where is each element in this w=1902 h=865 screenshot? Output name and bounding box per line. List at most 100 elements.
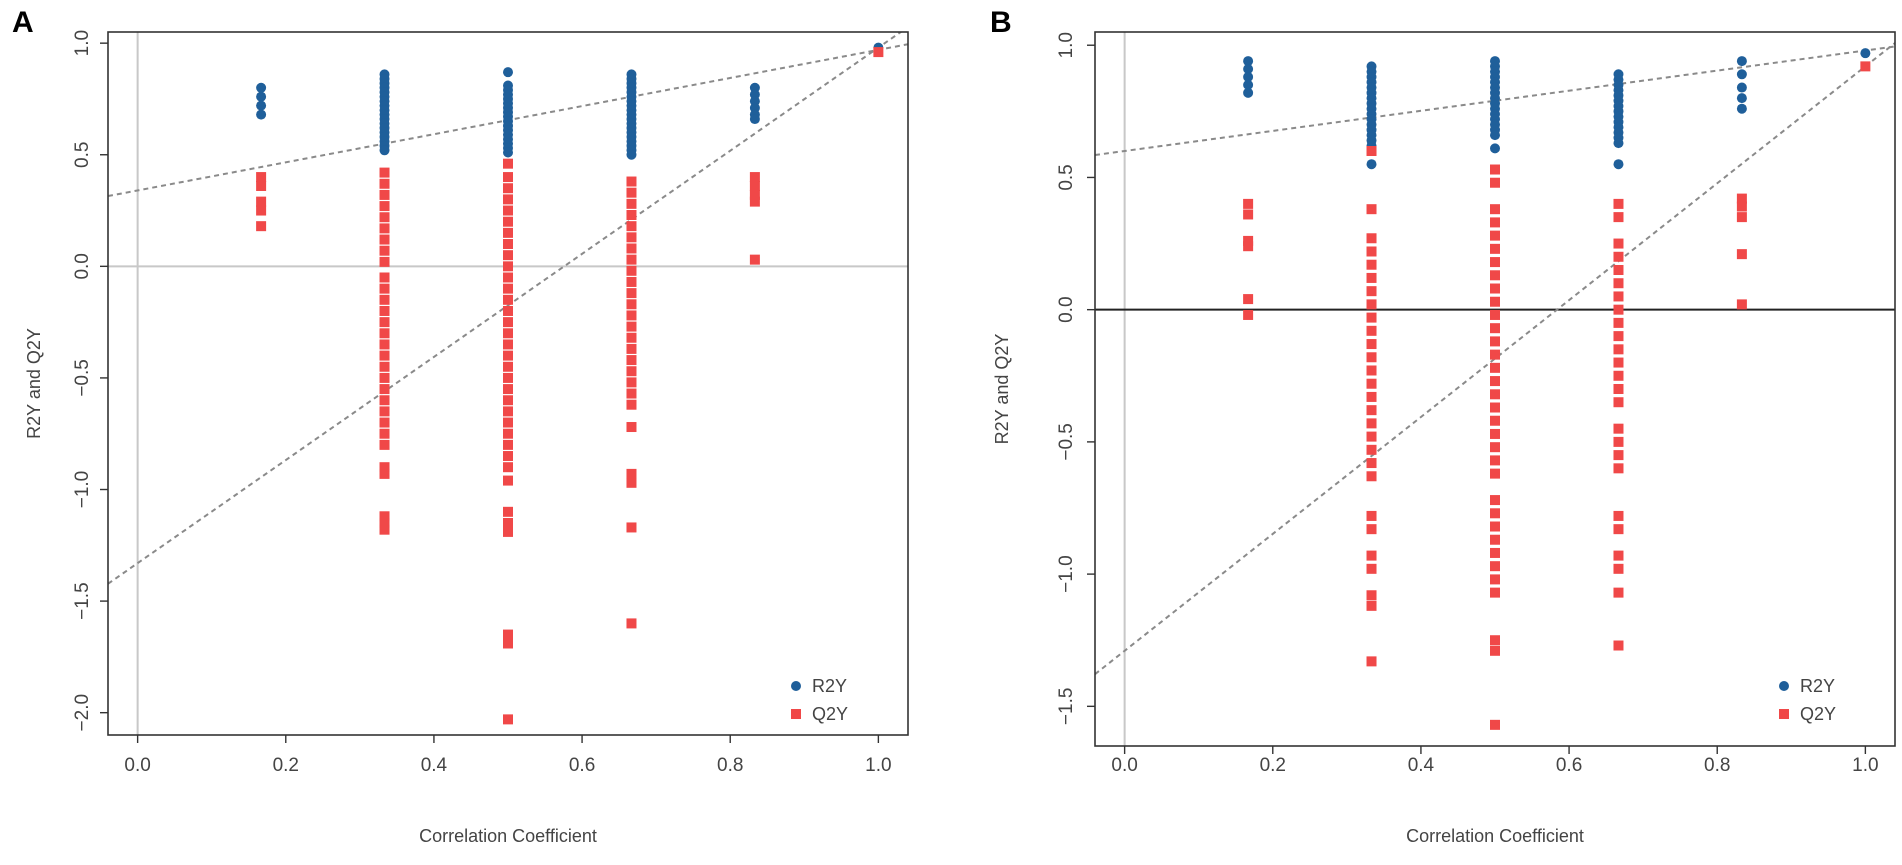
q2y-point xyxy=(1366,204,1377,215)
q2y-point xyxy=(626,377,637,388)
q2y-point xyxy=(626,243,637,254)
q2y-point xyxy=(626,343,637,354)
q2y-point xyxy=(503,205,513,216)
q2y-point xyxy=(1490,402,1500,413)
q2y-point xyxy=(626,265,637,276)
q2y-point xyxy=(379,361,390,372)
q2y-point xyxy=(503,158,513,169)
q2y-point xyxy=(379,395,390,406)
q2y-point xyxy=(379,167,390,178)
y-tick-label: 0.0 xyxy=(1056,296,1077,322)
q2y-point xyxy=(503,384,513,395)
r2y-point xyxy=(1366,159,1377,170)
q2y-point xyxy=(626,399,637,410)
q2y-point xyxy=(1613,384,1624,394)
q2y-point xyxy=(256,196,267,207)
r2y-point xyxy=(1736,56,1747,67)
x-tick-label: 0.6 xyxy=(1556,755,1582,776)
q2y-point xyxy=(503,361,513,372)
x-tick-label: 0.4 xyxy=(421,755,448,776)
q2y-point xyxy=(1490,521,1500,532)
r2y-series xyxy=(1243,48,1871,170)
x-tick-label: 1.0 xyxy=(865,755,891,776)
q2y-point xyxy=(1613,587,1624,598)
q2y-point xyxy=(1613,550,1624,561)
r2y-point xyxy=(1243,71,1254,82)
q2y-point xyxy=(503,317,513,328)
q2y-point xyxy=(1366,600,1377,611)
q2y-point xyxy=(873,47,884,58)
q2y-point xyxy=(626,299,637,310)
q2y-point xyxy=(749,180,760,191)
q2y-point xyxy=(1613,291,1624,302)
q2y-point xyxy=(503,216,513,227)
r2y-point xyxy=(1736,69,1747,80)
q2y-point xyxy=(1366,550,1377,561)
q2y-point xyxy=(1366,444,1377,455)
x-tick-label: 1.0 xyxy=(1852,755,1878,776)
q2y-point xyxy=(379,511,390,522)
q2y-point xyxy=(503,328,513,339)
q2y-point xyxy=(256,221,267,232)
q2y-point xyxy=(1613,278,1624,289)
q2y-point xyxy=(503,372,513,383)
x-tick-label: 0.8 xyxy=(1704,755,1730,776)
plot-frame xyxy=(1094,31,1896,747)
q2y-point xyxy=(1613,344,1624,355)
r2y-point xyxy=(1736,82,1747,93)
y-tick-label: 0.5 xyxy=(72,142,93,168)
q2y-point xyxy=(379,372,390,383)
q2y-point xyxy=(626,221,637,232)
q2y-point xyxy=(1490,257,1500,268)
q2y-point xyxy=(1613,563,1624,574)
q2y-point xyxy=(1490,587,1500,598)
q2y-point xyxy=(1613,397,1624,408)
legend-marker-q2y xyxy=(1779,709,1789,719)
legend-marker-r2y xyxy=(1779,681,1789,691)
q2y-point xyxy=(503,428,513,439)
q2y-point xyxy=(1490,508,1500,519)
q2y-point xyxy=(503,417,513,428)
q2y-point xyxy=(1613,238,1624,249)
plot-frame xyxy=(107,31,909,736)
x-tick-label: 0.2 xyxy=(273,755,299,776)
q2y-point xyxy=(1490,336,1500,347)
r2y-point xyxy=(1613,138,1624,149)
q2y-point xyxy=(503,638,513,649)
q2y-point xyxy=(626,288,637,299)
q2y-point xyxy=(379,178,390,189)
q2y-point xyxy=(1243,235,1254,246)
q2y-point xyxy=(1490,468,1500,479)
q2y-point xyxy=(256,180,267,191)
legend-label-r2y: R2Y xyxy=(1800,676,1835,696)
q2y-point xyxy=(1736,299,1747,310)
x-tick-label: 0.0 xyxy=(1111,755,1137,776)
q2y-point xyxy=(1366,339,1377,350)
q2y-point xyxy=(1613,370,1624,381)
q2y-point xyxy=(1243,198,1254,209)
q2y-point xyxy=(1613,331,1624,342)
q2y-point xyxy=(1366,272,1377,283)
plot-area xyxy=(1095,42,1895,730)
q2y-point xyxy=(1490,428,1500,439)
q2y-point xyxy=(379,339,390,350)
q2y-point xyxy=(379,317,390,328)
y-tick-label: 0.5 xyxy=(1056,164,1077,190)
chart-panel-a: A 0.0 0.2 0.4 0.6 0.8 1.0 1.0 0.5 0.0 −0.5 −1.0 −1.5… xyxy=(12,6,909,846)
q2y-point xyxy=(626,187,637,198)
q2y-point xyxy=(1490,495,1500,506)
q2y-point xyxy=(1490,323,1500,334)
q2y-point xyxy=(1736,212,1747,223)
q2y-point xyxy=(503,283,513,294)
q2y-point xyxy=(1366,405,1377,416)
q2y-point xyxy=(503,475,513,486)
y-tick-label: −1.5 xyxy=(1056,688,1077,726)
q2y-point xyxy=(1613,510,1624,521)
y-tick-label: −1.0 xyxy=(72,471,93,509)
q2y-point xyxy=(503,629,513,640)
q2y-point xyxy=(1366,431,1377,442)
q2y-point xyxy=(1490,376,1500,387)
q2y-point xyxy=(1736,201,1747,212)
